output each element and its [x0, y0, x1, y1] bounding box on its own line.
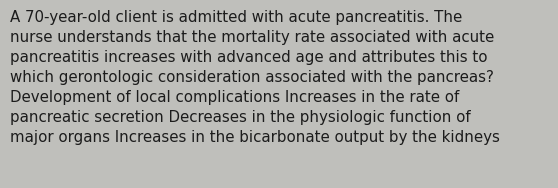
Text: A 70-year-old client is admitted with acute pancreatitis. The
nurse understands : A 70-year-old client is admitted with ac…: [10, 10, 500, 145]
